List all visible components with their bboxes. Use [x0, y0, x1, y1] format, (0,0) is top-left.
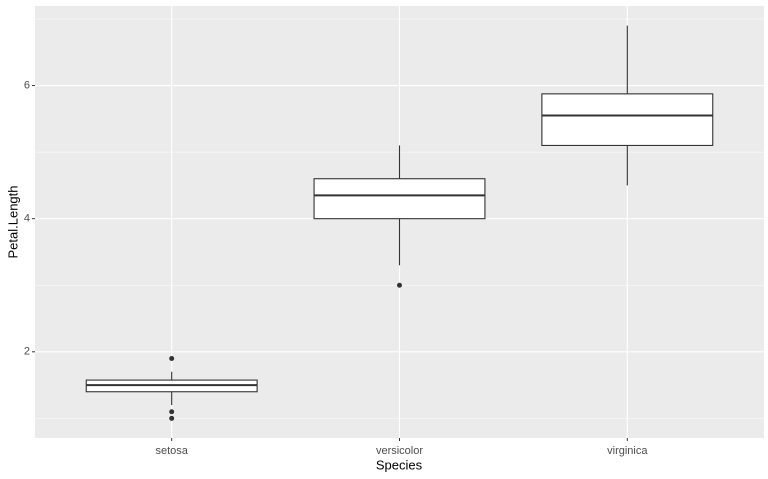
outlier — [169, 355, 175, 361]
y-tick-label: 6 — [24, 79, 30, 91]
outlier — [169, 409, 175, 415]
y-axis-title: Petal.Length — [5, 185, 20, 258]
x-tick-label: setosa — [155, 445, 188, 457]
box — [313, 178, 486, 220]
outlier — [397, 282, 402, 288]
x-tick-label: virginica — [607, 445, 648, 457]
x-axis-title: Species — [376, 457, 423, 472]
x-tick-label: versicolor — [376, 445, 423, 457]
outlier — [169, 415, 175, 421]
y-tick-label: 2 — [24, 346, 30, 358]
box — [541, 93, 714, 147]
y-tick-label: 4 — [24, 213, 30, 225]
